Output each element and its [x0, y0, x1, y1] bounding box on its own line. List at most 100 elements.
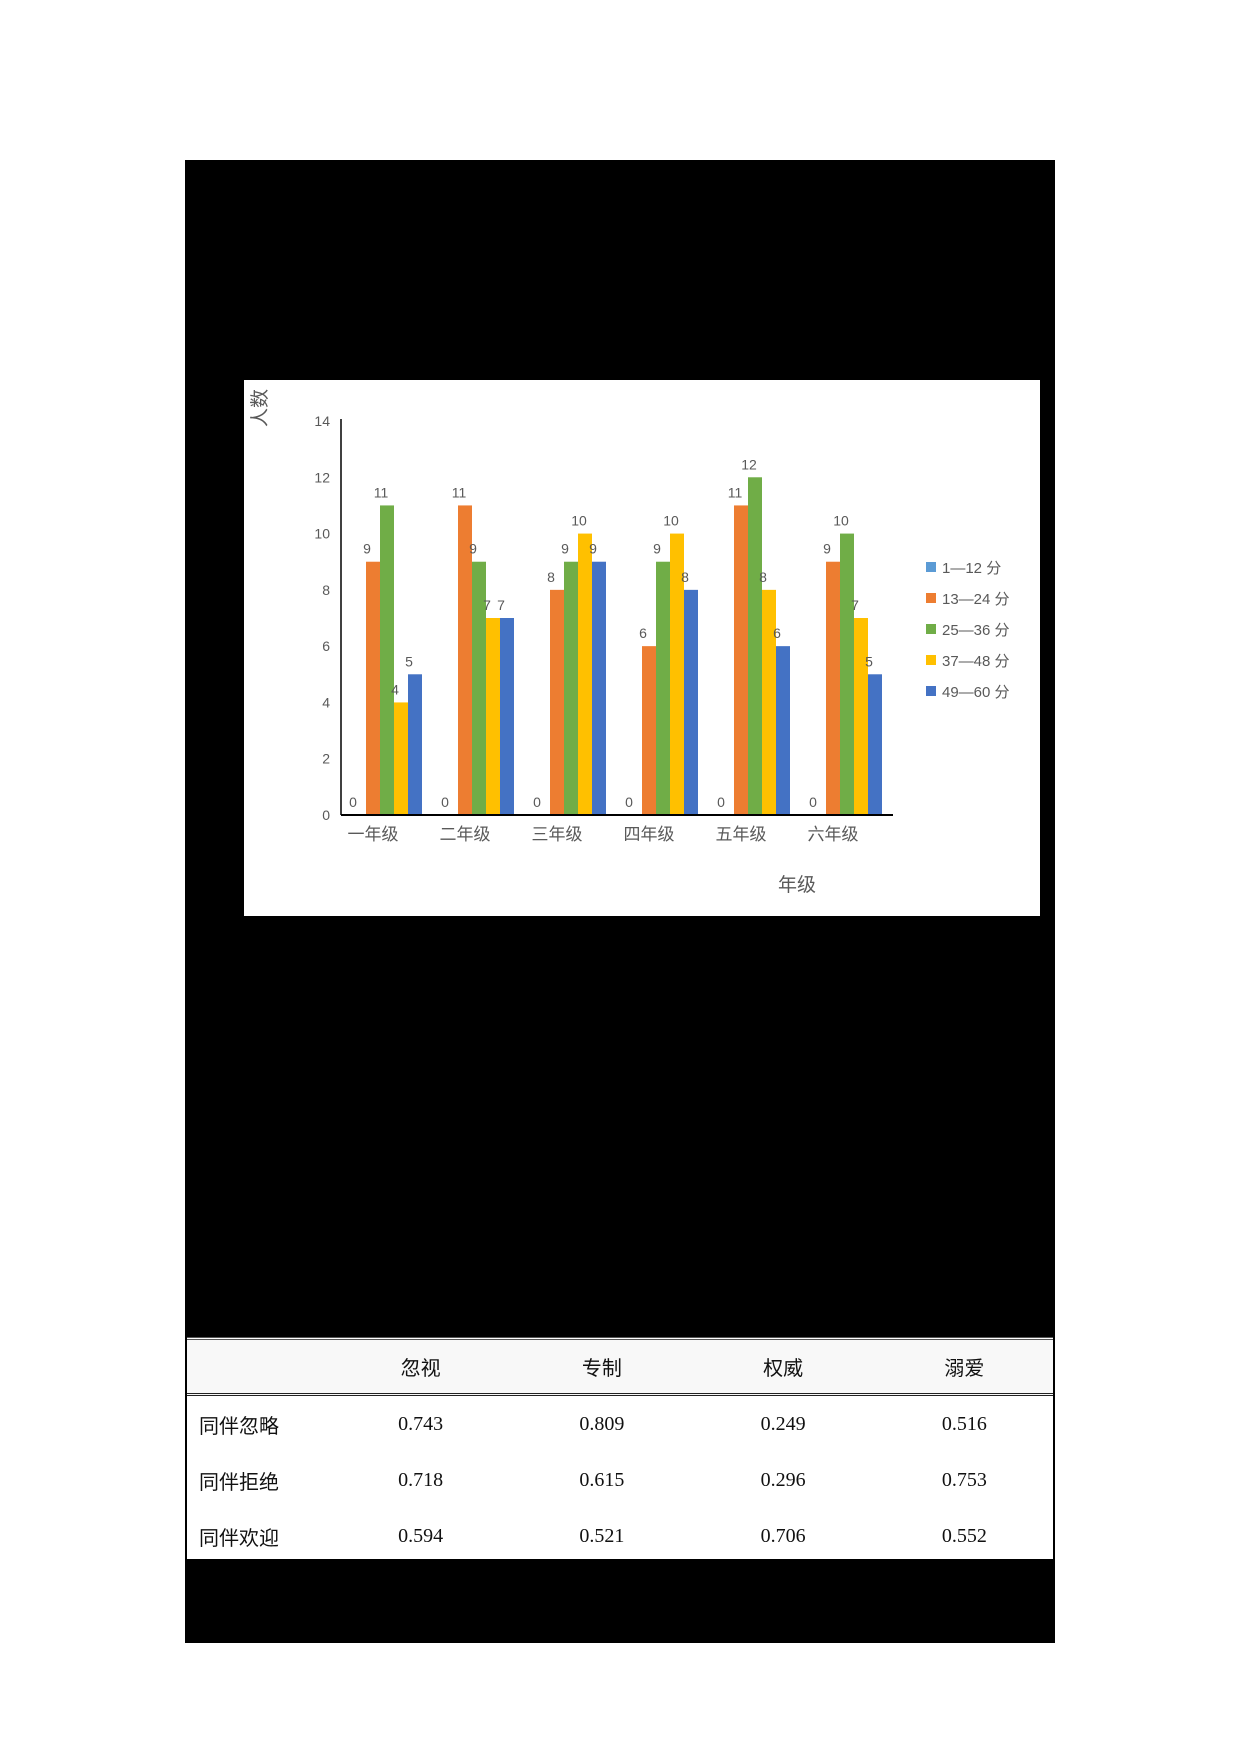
data-label: 9: [653, 541, 661, 557]
data-label: 11: [374, 484, 389, 500]
data-label: 6: [773, 625, 781, 641]
bar: [578, 533, 592, 815]
data-label: 9: [363, 541, 371, 557]
legend-label: 25—36 分: [942, 622, 1010, 639]
bar: [826, 561, 840, 815]
table-cell: 0.521: [579, 1524, 625, 1547]
y-tick-label: 0: [322, 807, 330, 823]
row-label: 同伴拒绝: [199, 1471, 279, 1494]
legend-label: 37—48 分: [942, 653, 1010, 670]
x-tick-label: 五年级: [716, 825, 767, 844]
table-cell: 0.615: [579, 1468, 625, 1491]
data-label: 10: [571, 513, 587, 529]
legend-swatch: [926, 562, 936, 572]
data-label: 4: [391, 681, 399, 697]
table-cell: 0.249: [760, 1412, 806, 1435]
data-label: 8: [681, 569, 689, 585]
bar: [550, 589, 564, 815]
bar: [394, 702, 408, 815]
bar: [642, 646, 656, 815]
table-left-border: [185, 1337, 187, 1559]
table-cell: 0.552: [941, 1524, 987, 1547]
legend-swatch: [926, 655, 936, 665]
table-cell: 0.516: [941, 1412, 987, 1435]
legend-swatch: [926, 593, 936, 603]
legend-swatch: [926, 686, 936, 696]
bar: [656, 561, 670, 815]
table-cell: 0.594: [398, 1524, 444, 1547]
data-label: 5: [865, 653, 873, 669]
data-label: 11: [728, 484, 743, 500]
bar: [854, 618, 868, 815]
correlation-table: 忽视 专制 权威 溺爱 同伴忽略 0.743 0.809 0.249 0.516…: [185, 1337, 1055, 1559]
data-label: 9: [589, 541, 597, 557]
bar: [748, 477, 762, 815]
table-row: 同伴欢迎 0.594 0.521 0.706 0.552: [185, 1508, 1055, 1564]
table-cell: 0.706: [760, 1524, 806, 1547]
data-label: 6: [639, 625, 647, 641]
y-axis-title: 人数: [249, 389, 271, 427]
legend-swatch: [926, 624, 936, 634]
table-cell: 0.296: [760, 1468, 806, 1491]
bar: [670, 533, 684, 815]
bar: [734, 505, 748, 815]
legend-label: 1—12 分: [942, 560, 1001, 577]
table-header-authoritarian: 专制: [581, 1358, 622, 1380]
table-cell: 0.743: [398, 1412, 444, 1435]
data-label: 0: [717, 794, 725, 810]
data-label: 5: [405, 653, 413, 669]
row-label: 同伴欢迎: [199, 1527, 279, 1550]
legend-label: 49—60 分: [942, 684, 1010, 701]
data-label: 7: [483, 597, 491, 613]
bar-chart: 0 2 4 6 8 10 12 14 人数 0 9 11 4 5 一年级 0 11 9 7 7 二年级 0 8 9 10 9 三年级…: [244, 380, 1040, 916]
bar: [408, 674, 422, 815]
bar: [840, 533, 854, 815]
table-header-row: 忽视 专制 权威 溺爱: [185, 1338, 1055, 1395]
x-tick-label: 二年级: [440, 825, 491, 844]
table-cell: 0.753: [941, 1468, 987, 1491]
data-label: 9: [469, 541, 477, 557]
data-label: 9: [823, 541, 831, 557]
data-table: 忽视 专制 权威 溺爱 同伴忽略 0.743 0.809 0.249 0.516…: [185, 1337, 1055, 1564]
row-label: 同伴忽略: [199, 1415, 279, 1438]
data-label: 11: [452, 484, 467, 500]
bar: [868, 674, 882, 815]
x-tick-label: 三年级: [532, 825, 583, 844]
data-label: 8: [547, 569, 555, 585]
table-header-authoritative: 权威: [763, 1358, 804, 1380]
bar: [458, 505, 472, 815]
table-row: 同伴忽略 0.743 0.809 0.249 0.516: [185, 1395, 1055, 1453]
bar: [776, 646, 790, 815]
data-label: 10: [663, 513, 679, 529]
data-label: 0: [809, 794, 817, 810]
table-header-ignore: 忽视: [400, 1358, 441, 1380]
x-tick-label: 六年级: [808, 825, 859, 844]
table-header-indulgent: 溺爱: [944, 1358, 985, 1380]
data-label: 0: [349, 794, 357, 810]
x-tick-label: 一年级: [348, 825, 399, 844]
y-tick-label: 8: [322, 582, 330, 598]
data-label: 0: [533, 794, 541, 810]
table-right-border: [1053, 1337, 1055, 1559]
bar: [564, 561, 578, 815]
bar: [762, 589, 776, 815]
bar: [500, 618, 514, 815]
table-cell: 0.809: [579, 1412, 625, 1435]
data-label: 8: [759, 569, 767, 585]
x-tick-label: 四年级: [624, 825, 675, 844]
y-tick-label: 6: [322, 638, 330, 654]
data-label: 9: [561, 541, 569, 557]
table-cell: 0.718: [398, 1468, 444, 1491]
y-tick-label: 2: [322, 751, 330, 767]
bar: [684, 589, 698, 815]
bar: [486, 618, 500, 815]
bar: [380, 505, 394, 815]
data-label: 7: [497, 597, 505, 613]
bar: [366, 561, 380, 815]
legend-label: 13—24 分: [942, 591, 1010, 608]
bar: [472, 561, 486, 815]
y-tick-label: 4: [322, 694, 330, 710]
bar: [592, 561, 606, 815]
y-tick-label: 10: [314, 526, 330, 542]
